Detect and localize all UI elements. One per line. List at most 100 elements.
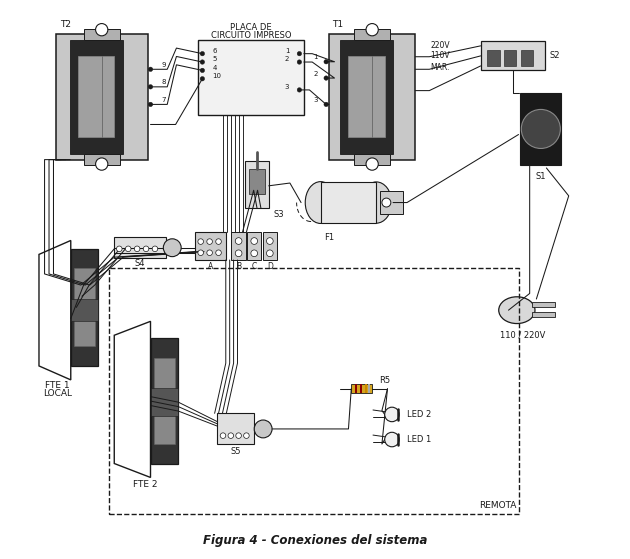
- Bar: [481, 41, 545, 70]
- Bar: [532, 312, 555, 318]
- Bar: [217, 413, 254, 444]
- Bar: [263, 232, 277, 260]
- Bar: [321, 182, 376, 223]
- Circle shape: [324, 76, 328, 80]
- Circle shape: [228, 433, 234, 438]
- Text: A: A: [208, 262, 214, 271]
- Circle shape: [215, 239, 221, 244]
- Circle shape: [382, 198, 391, 207]
- Text: LOCAL: LOCAL: [43, 389, 72, 399]
- Text: T2: T2: [60, 20, 71, 29]
- Circle shape: [163, 239, 181, 257]
- Circle shape: [200, 51, 205, 56]
- Bar: [70, 40, 123, 154]
- Circle shape: [143, 246, 149, 252]
- Circle shape: [235, 250, 242, 257]
- Text: 3: 3: [313, 97, 318, 103]
- Bar: [247, 232, 261, 260]
- Circle shape: [200, 77, 205, 81]
- Text: 2: 2: [313, 70, 318, 77]
- Bar: [84, 29, 120, 40]
- Polygon shape: [114, 321, 151, 477]
- Text: 9: 9: [162, 62, 166, 68]
- Circle shape: [385, 407, 399, 421]
- Circle shape: [297, 51, 302, 56]
- Circle shape: [366, 23, 378, 36]
- Bar: [355, 384, 357, 393]
- Circle shape: [148, 84, 152, 89]
- Bar: [365, 384, 367, 393]
- Bar: [368, 384, 370, 393]
- Bar: [354, 154, 390, 165]
- Text: T1: T1: [332, 20, 343, 29]
- Bar: [348, 56, 385, 138]
- Bar: [360, 384, 362, 393]
- Bar: [78, 56, 114, 138]
- Ellipse shape: [306, 182, 336, 224]
- Bar: [231, 232, 246, 260]
- Circle shape: [266, 250, 273, 257]
- Text: LED 2: LED 2: [407, 410, 432, 419]
- Text: 5: 5: [212, 56, 217, 62]
- Circle shape: [385, 432, 399, 447]
- Text: D: D: [267, 262, 273, 271]
- Bar: [109, 268, 518, 514]
- Bar: [195, 232, 226, 260]
- Circle shape: [215, 250, 221, 255]
- Circle shape: [266, 238, 273, 244]
- Bar: [154, 358, 175, 444]
- Circle shape: [152, 246, 158, 252]
- Text: PLACA DE: PLACA DE: [230, 23, 272, 32]
- Bar: [521, 50, 533, 66]
- Text: FTE 2: FTE 2: [133, 480, 157, 489]
- Bar: [84, 154, 120, 165]
- Circle shape: [200, 60, 205, 64]
- Bar: [532, 302, 555, 307]
- Text: 8: 8: [162, 79, 166, 86]
- Text: 1: 1: [313, 54, 318, 60]
- Bar: [340, 40, 393, 154]
- Circle shape: [297, 60, 302, 64]
- Circle shape: [324, 102, 328, 107]
- Bar: [381, 191, 403, 214]
- Text: 6: 6: [212, 48, 217, 54]
- Circle shape: [117, 246, 122, 252]
- Ellipse shape: [361, 182, 392, 223]
- Circle shape: [198, 239, 203, 244]
- Bar: [55, 34, 147, 160]
- Text: 7: 7: [162, 97, 166, 103]
- Polygon shape: [39, 240, 71, 380]
- Text: S4: S4: [134, 259, 145, 268]
- Text: S1: S1: [536, 172, 546, 181]
- Circle shape: [251, 250, 258, 257]
- Bar: [352, 384, 372, 393]
- Circle shape: [297, 88, 302, 92]
- Text: C: C: [251, 262, 257, 271]
- Bar: [114, 237, 166, 258]
- Text: S5: S5: [230, 447, 241, 456]
- Circle shape: [148, 67, 152, 72]
- Text: Figura 4 - Conexiones del sistema: Figura 4 - Conexiones del sistema: [203, 534, 427, 547]
- Text: S2: S2: [549, 51, 559, 60]
- Circle shape: [148, 102, 152, 107]
- Text: 10: 10: [212, 73, 221, 79]
- Circle shape: [198, 250, 203, 255]
- Text: B: B: [236, 262, 241, 271]
- Circle shape: [96, 23, 108, 36]
- Text: F1: F1: [324, 233, 334, 241]
- Text: S3: S3: [273, 210, 284, 219]
- Bar: [151, 338, 178, 463]
- Circle shape: [244, 433, 249, 438]
- Circle shape: [521, 110, 560, 149]
- Circle shape: [125, 246, 131, 252]
- Circle shape: [366, 158, 378, 170]
- Circle shape: [134, 246, 140, 252]
- Circle shape: [236, 433, 241, 438]
- Bar: [329, 34, 415, 160]
- Text: 220V: 220V: [430, 41, 450, 50]
- Text: 4: 4: [212, 65, 217, 70]
- Text: 110 / 220V: 110 / 220V: [500, 331, 545, 340]
- Bar: [74, 268, 94, 347]
- Bar: [151, 389, 178, 416]
- Text: REMOTA: REMOTA: [479, 501, 517, 510]
